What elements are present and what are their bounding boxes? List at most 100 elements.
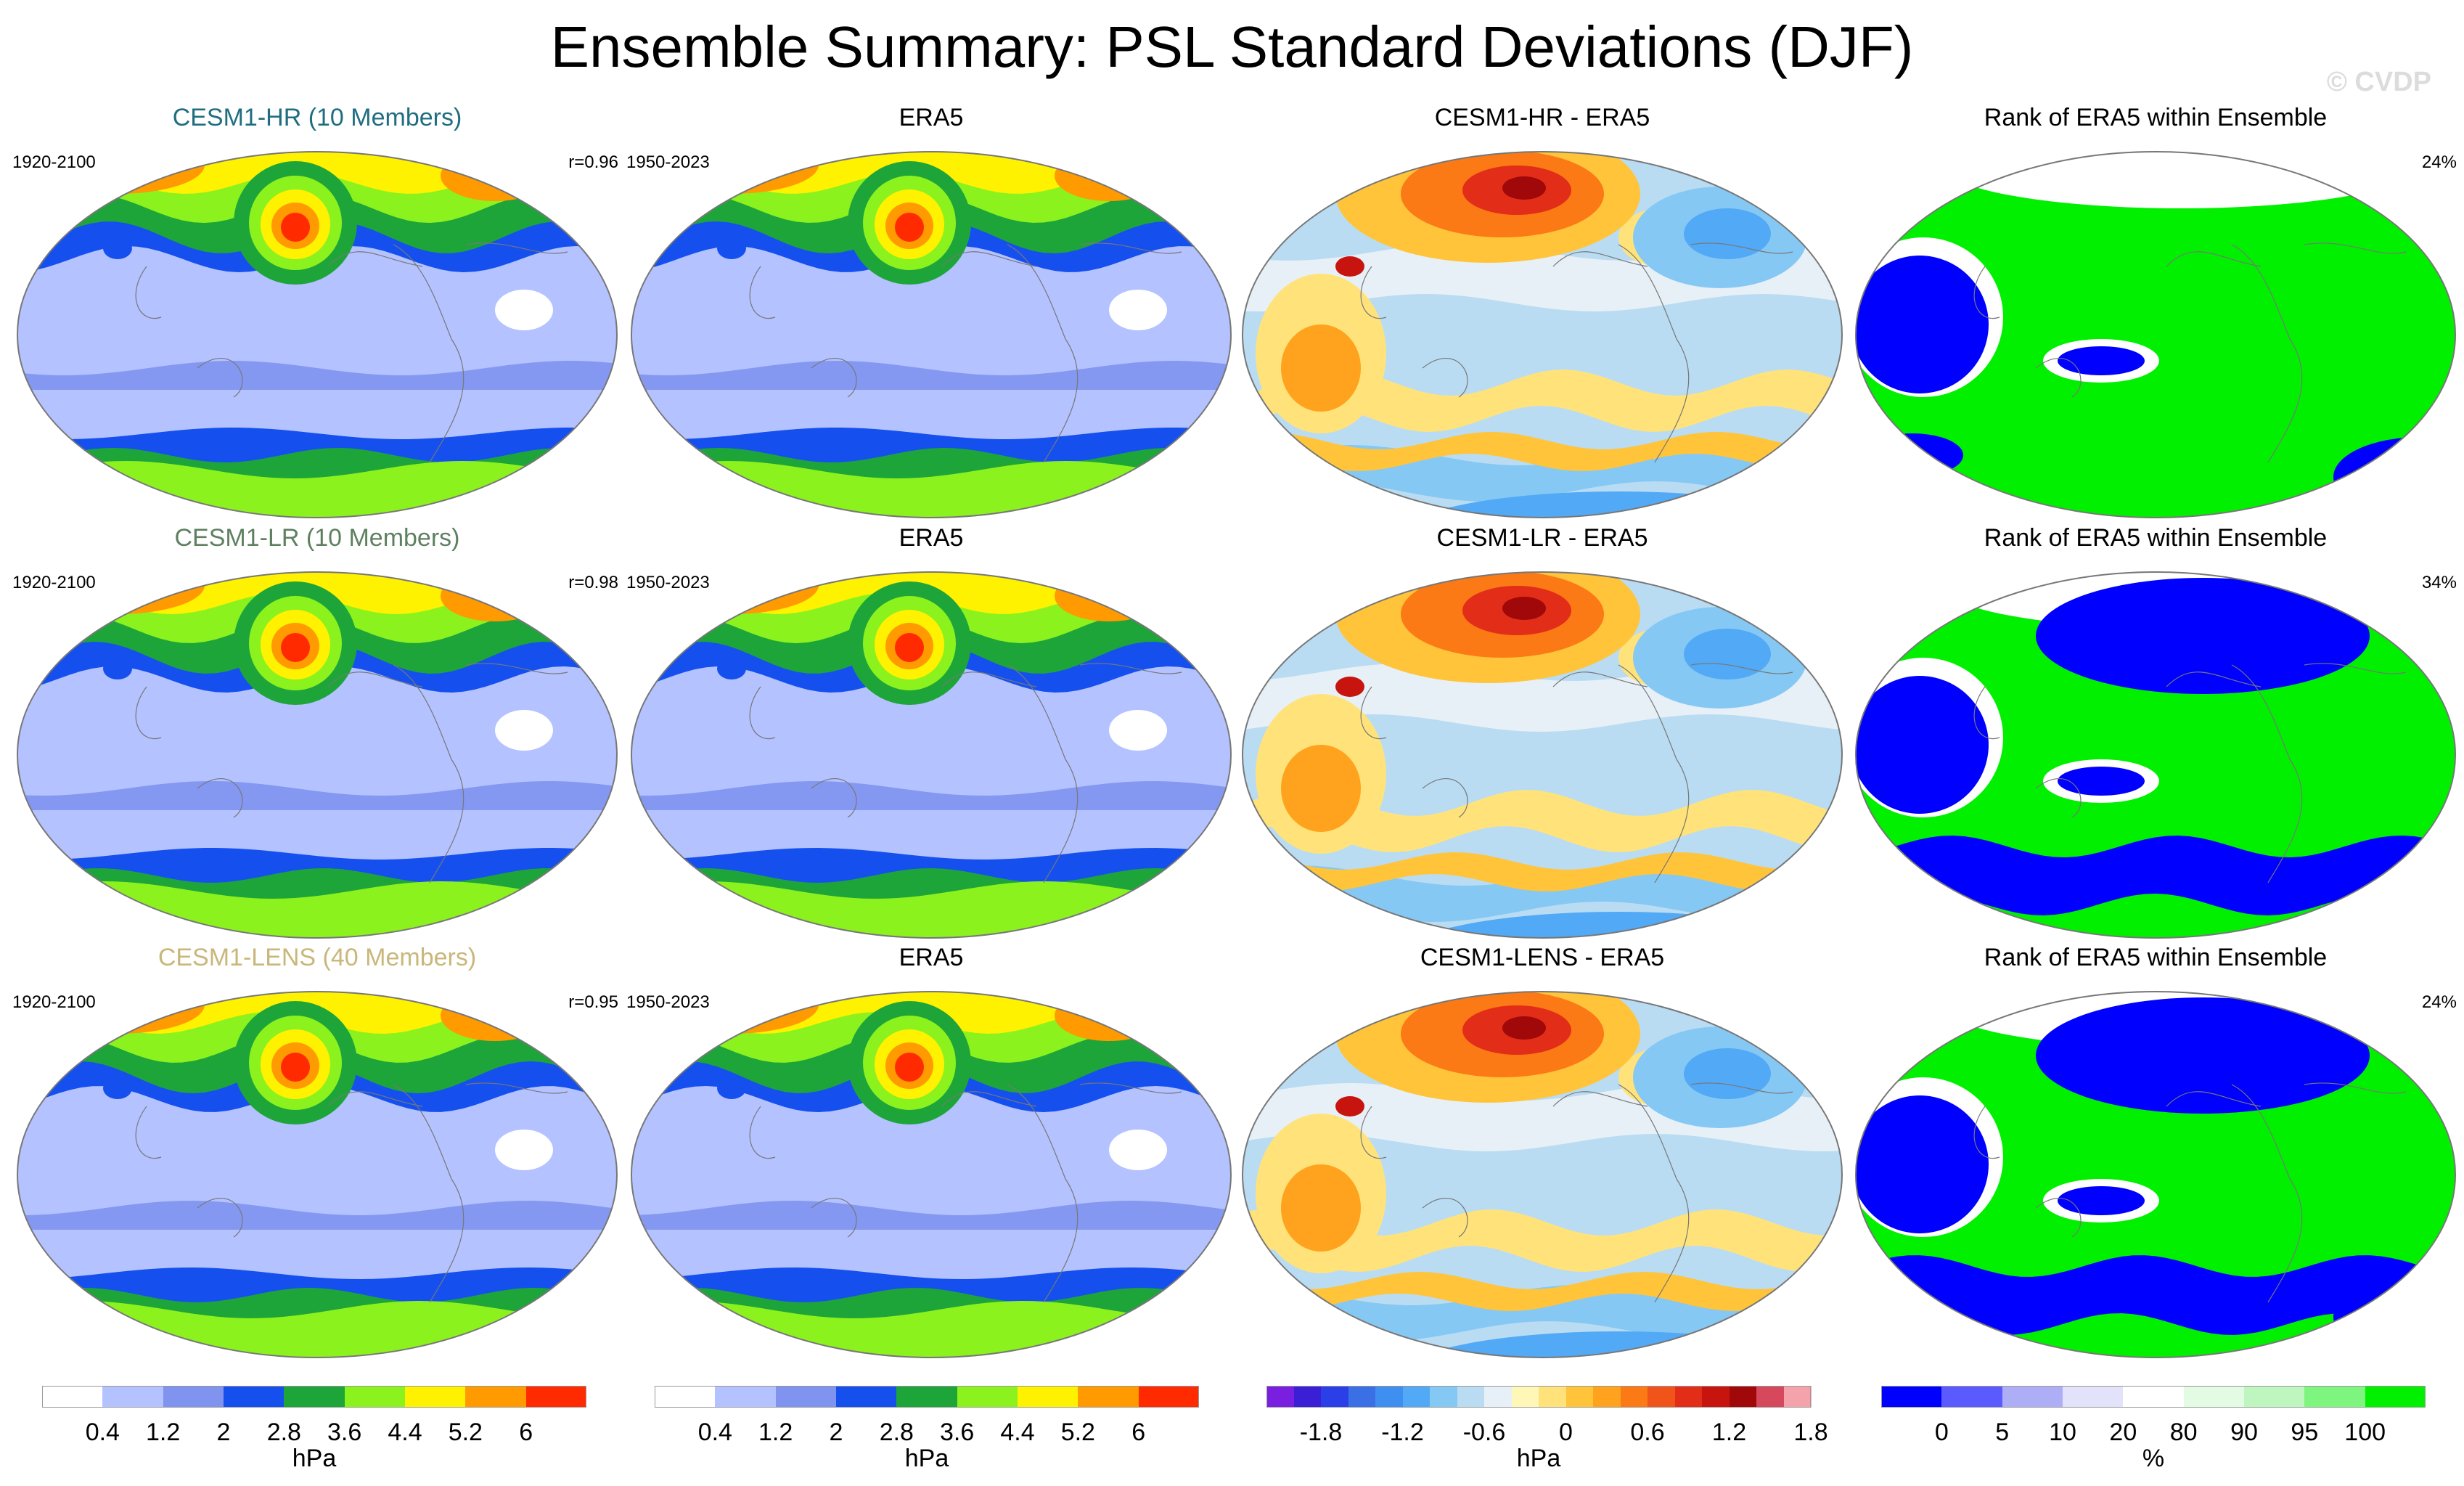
colorbar-tick-label: 5 xyxy=(1995,1418,2010,1446)
panel-title: CESM1-LENS (40 Members) xyxy=(157,944,477,971)
map-field xyxy=(1243,992,1842,1358)
colorbar-swatch xyxy=(1593,1386,1621,1408)
panel-title: CESM1-HR - ERA5 xyxy=(1434,104,1650,131)
colorbar-swatch xyxy=(1293,1386,1322,1408)
colorbar: 0.4 1.2 2 2.8 3.6 4.4 5.2 6 hPa xyxy=(655,1386,1200,1477)
colorbar-swatch xyxy=(1457,1386,1485,1408)
coastlines xyxy=(1360,663,1793,883)
colorbar-swatch xyxy=(1078,1386,1139,1408)
colorbar-tick-label: 4.4 xyxy=(388,1418,422,1446)
panel-title: CESM1-LENS - ERA5 xyxy=(1420,944,1665,971)
colorbar-swatch xyxy=(224,1386,285,1408)
colorbar-tick-label: 3.6 xyxy=(327,1418,362,1446)
colorbar-tick-label: 1.8 xyxy=(1793,1418,1828,1446)
colorbar-swatch xyxy=(1539,1386,1566,1408)
panel-title: Rank of ERA5 within Ensemble xyxy=(1984,944,2328,971)
map-field xyxy=(17,992,617,1358)
colorbar-swatch xyxy=(715,1386,777,1408)
colorbar-tick-label: 1.2 xyxy=(1711,1418,1747,1446)
panel-title: CESM1-HR (10 Members) xyxy=(172,104,462,131)
colorbar-swatch xyxy=(2123,1386,2185,1408)
colorbar-swatch xyxy=(1402,1386,1430,1408)
percent-label: 34% xyxy=(2421,573,2457,592)
page-title: Ensemble Summary: PSL Standard Deviation… xyxy=(550,15,1914,79)
colorbar-swatch xyxy=(775,1386,837,1408)
map-panel xyxy=(630,991,1232,1358)
map-panel xyxy=(16,991,618,1358)
map-panel xyxy=(1854,991,2457,1358)
colorbar-tick-label: 20 xyxy=(2109,1418,2137,1446)
map-field xyxy=(1856,152,2455,518)
map-panel xyxy=(16,571,618,939)
colorbar-swatch xyxy=(957,1386,1018,1408)
colorbar-swatch xyxy=(1783,1386,1812,1408)
panel-title: CESM1-LR - ERA5 xyxy=(1436,524,1648,552)
map-outline xyxy=(1854,151,2457,518)
colorbar-unit-label: % xyxy=(2142,1445,2165,1472)
panel-title: ERA5 xyxy=(899,524,964,552)
map-outline xyxy=(630,151,1232,518)
colorbar-tick-label: 5.2 xyxy=(1060,1418,1095,1446)
correlation-label: r=0.95 xyxy=(568,992,618,1012)
colorbar-tick-label: 2 xyxy=(216,1418,231,1446)
colorbar-tick-label: 10 xyxy=(2049,1418,2076,1446)
map-field xyxy=(1243,572,1842,938)
map-outline xyxy=(16,151,618,518)
colorbar-swatch xyxy=(1620,1386,1648,1408)
map-outline xyxy=(1241,151,1843,518)
map-outline xyxy=(16,571,618,939)
colorbar-swatch xyxy=(2002,1386,2063,1408)
correlation-label: r=0.98 xyxy=(568,573,618,592)
colorbar-swatch xyxy=(42,1386,103,1408)
coastlines xyxy=(1973,663,2407,883)
map-field xyxy=(631,572,1231,938)
coastlines xyxy=(1360,1082,1793,1303)
map-panel xyxy=(1241,991,1843,1358)
colorbar-swatch xyxy=(1674,1386,1703,1408)
map-panel xyxy=(16,151,618,518)
colorbar-swatch xyxy=(465,1386,527,1408)
coastlines xyxy=(135,1082,568,1303)
colorbar-tick-label: 0.4 xyxy=(85,1418,120,1446)
coastlines xyxy=(1360,242,1793,463)
colorbar-swatch xyxy=(1375,1386,1403,1408)
map-outline xyxy=(1854,991,2457,1358)
colorbar-unit-label: hPa xyxy=(1516,1445,1561,1472)
map-outline xyxy=(16,991,618,1358)
colorbar-frame xyxy=(1266,1386,1811,1408)
colorbar-swatch xyxy=(102,1386,164,1408)
colorbar-swatch xyxy=(284,1386,345,1408)
colorbar-swatch xyxy=(525,1386,587,1408)
colorbar-swatch xyxy=(1266,1386,1294,1408)
period-label: 1950-2023 xyxy=(626,152,710,172)
colorbar-swatch xyxy=(1348,1386,1376,1408)
colorbar-frame xyxy=(1881,1386,2426,1408)
colorbar-tick-label: 0.4 xyxy=(697,1418,732,1446)
colorbar-swatch xyxy=(836,1386,897,1408)
colorbar-tick-label: 2 xyxy=(829,1418,843,1446)
correlation-label: r=0.96 xyxy=(568,152,618,172)
colorbar-swatch xyxy=(1321,1386,1348,1408)
colorbar-tick-label: 0.6 xyxy=(1630,1418,1665,1446)
colorbar-swatch xyxy=(2063,1386,2124,1408)
panel-title: Rank of ERA5 within Ensemble xyxy=(1984,104,2328,131)
colorbar-tick-label: -0.6 xyxy=(1462,1418,1506,1446)
colorbar-tick-label: 2.8 xyxy=(266,1418,301,1446)
colorbar-unit-label: hPa xyxy=(904,1445,949,1472)
colorbar-tick-label: 1.2 xyxy=(146,1418,181,1446)
colorbar-swatch xyxy=(1648,1386,1675,1408)
colorbar-swatch xyxy=(1018,1386,1078,1408)
map-outline xyxy=(630,991,1232,1358)
coastlines xyxy=(749,1082,1182,1303)
map-panel xyxy=(1241,571,1843,939)
panel-title: ERA5 xyxy=(899,944,964,971)
coastlines xyxy=(749,242,1182,463)
colorbar-tick-label: 0 xyxy=(1934,1418,1949,1446)
colorbar-swatch xyxy=(1941,1386,2003,1408)
colorbar-swatch xyxy=(1484,1386,1512,1408)
period-label: 1920-2100 xyxy=(12,992,96,1012)
colorbar-swatch xyxy=(896,1386,958,1408)
map-panel xyxy=(1854,151,2457,518)
colorbar-swatch xyxy=(1430,1386,1457,1408)
coastlines xyxy=(1973,1082,2407,1303)
